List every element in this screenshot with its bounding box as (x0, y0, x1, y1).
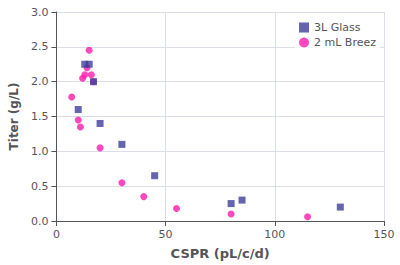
svg-text:150: 150 (374, 228, 395, 241)
svg-text:3.0: 3.0 (31, 6, 49, 19)
svg-text:CSPR (pL/c/d): CSPR (pL/c/d) (171, 246, 270, 261)
svg-text:0.5: 0.5 (31, 180, 49, 193)
svg-text:2.5: 2.5 (31, 40, 49, 53)
svg-text:1.0: 1.0 (31, 145, 49, 158)
svg-text:100: 100 (264, 228, 285, 241)
svg-text:0.0: 0.0 (31, 215, 49, 228)
svg-text:3L Glass: 3L Glass (314, 21, 361, 34)
svg-text:50: 50 (159, 228, 173, 241)
svg-text:2.0: 2.0 (31, 75, 49, 88)
svg-text:1.5: 1.5 (31, 110, 49, 123)
svg-text:0: 0 (53, 228, 60, 241)
svg-text:2 mL Breez: 2 mL Breez (314, 36, 376, 49)
svg-text:Titer (g/L): Titer (g/L) (7, 83, 21, 151)
